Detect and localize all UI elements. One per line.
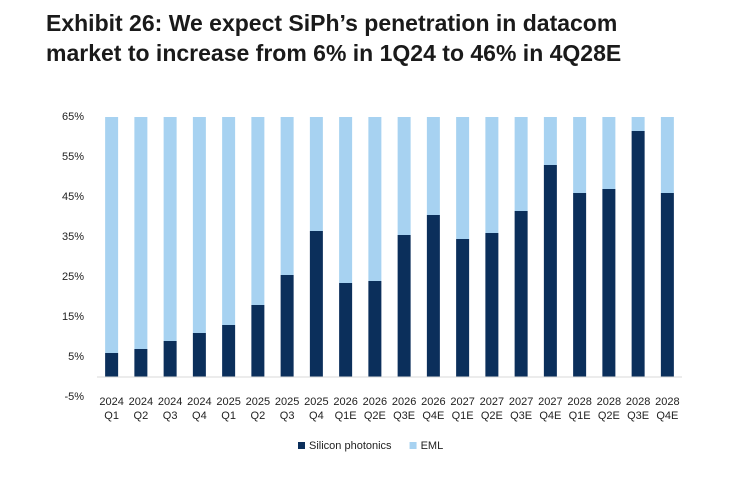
x-tick-label: 2024 (158, 396, 182, 408)
y-tick-label: 5% (68, 351, 84, 363)
x-tick-label: Q4 (192, 410, 207, 422)
x-tick-label: Q2E (364, 410, 386, 422)
bar-segment (573, 117, 587, 193)
bar-segment (514, 211, 528, 377)
plot-area (105, 117, 674, 377)
bar-segment (602, 189, 616, 377)
x-tick-label: 2024 (99, 396, 123, 408)
bar-segment (368, 117, 382, 281)
bar-segment (309, 117, 323, 231)
x-tick-label: 2024 (129, 396, 153, 408)
bar-segment (222, 117, 236, 325)
x-tick-label: 2027 (480, 396, 504, 408)
bar-segment (339, 283, 353, 377)
x-tick-label: 2028 (655, 396, 679, 408)
x-tick-label: Q3E (510, 410, 532, 422)
x-tick-label: Q4 (309, 410, 324, 422)
bar-segment (456, 117, 470, 239)
x-tick-label: 2028 (567, 396, 591, 408)
x-tick-label: 2028 (597, 396, 621, 408)
x-tick-label: Q3E (627, 410, 649, 422)
bar-segment (105, 117, 119, 353)
chart-title: Exhibit 26: We expect SiPh’s penetration… (46, 10, 622, 66)
x-tick-label: 2027 (538, 396, 562, 408)
x-tick-label: Q1E (452, 410, 474, 422)
bar-segment (631, 131, 645, 377)
y-tick-label: -5% (64, 391, 84, 403)
legend-label: Silicon photonics (309, 440, 392, 452)
x-tick-label: 2026 (333, 396, 357, 408)
x-tick-label: Q2 (134, 410, 149, 422)
x-tick-label: Q3 (280, 410, 295, 422)
x-tick-label: 2026 (421, 396, 445, 408)
legend-swatch (409, 442, 417, 449)
bar-segment (251, 305, 265, 377)
x-tick-label: Q1E (569, 410, 591, 422)
y-tick-label: 15% (62, 311, 84, 323)
bar-segment (426, 117, 440, 215)
bar-segment (251, 117, 265, 305)
bar-segment (543, 165, 557, 377)
legend-swatch (298, 442, 305, 449)
bar-segment (134, 349, 148, 377)
y-tick-label: 45% (62, 191, 84, 203)
x-tick-label: 2025 (216, 396, 240, 408)
x-tick-label: Q4E (656, 410, 678, 422)
x-tick-label: Q3 (163, 410, 178, 422)
x-tick-label: 2026 (363, 396, 387, 408)
bar-segment (339, 117, 353, 283)
bar-segment (163, 117, 177, 341)
bar-segment (163, 341, 177, 377)
bar-segment (543, 117, 557, 165)
bar-segment (426, 215, 440, 377)
bar-segment (222, 325, 236, 377)
x-tick-label: 2025 (304, 396, 328, 408)
x-tick-label: 2027 (509, 396, 533, 408)
bar-segment (105, 353, 119, 377)
bar-segment (456, 239, 470, 377)
x-tick-label: Q4E (422, 410, 444, 422)
x-tick-label: Q2E (598, 410, 620, 422)
x-tick-label: 2024 (187, 396, 211, 408)
y-tick-label: 65% (62, 111, 84, 123)
bar-segment (280, 275, 294, 377)
bar-segment (514, 117, 528, 211)
y-tick-label: 35% (62, 231, 84, 243)
bar-segment (485, 117, 499, 233)
bar-segment (280, 117, 294, 275)
x-tick-label: Q1E (335, 410, 357, 422)
x-tick-label: 2025 (246, 396, 270, 408)
bar-segment (134, 117, 148, 349)
y-tick-label: 25% (62, 271, 84, 283)
x-tick-label: Q2 (251, 410, 266, 422)
bar-segment (660, 117, 674, 193)
bar-segment (602, 117, 616, 189)
bar-segment (485, 233, 499, 377)
x-tick-label: 2027 (450, 396, 474, 408)
x-tick-label: 2025 (275, 396, 299, 408)
y-tick-label: 55% (62, 151, 84, 163)
bar-segment (192, 117, 206, 333)
bar-segment (397, 117, 411, 235)
x-tick-label: Q1 (104, 410, 119, 422)
bar-segment (631, 117, 645, 131)
bar-segment (397, 235, 411, 377)
x-tick-label: Q4E (539, 410, 561, 422)
legend-label: EML (421, 440, 444, 452)
bar-segment (660, 193, 674, 377)
x-tick-label: Q3E (393, 410, 415, 422)
x-tick-label: Q2E (481, 410, 503, 422)
bar-segment (573, 193, 587, 377)
bar-segment (309, 231, 323, 377)
bar-segment (192, 333, 206, 377)
x-tick-label: 2026 (392, 396, 416, 408)
x-tick-label: 2028 (626, 396, 650, 408)
bar-segment (368, 281, 382, 377)
x-tick-label: Q1 (221, 410, 236, 422)
